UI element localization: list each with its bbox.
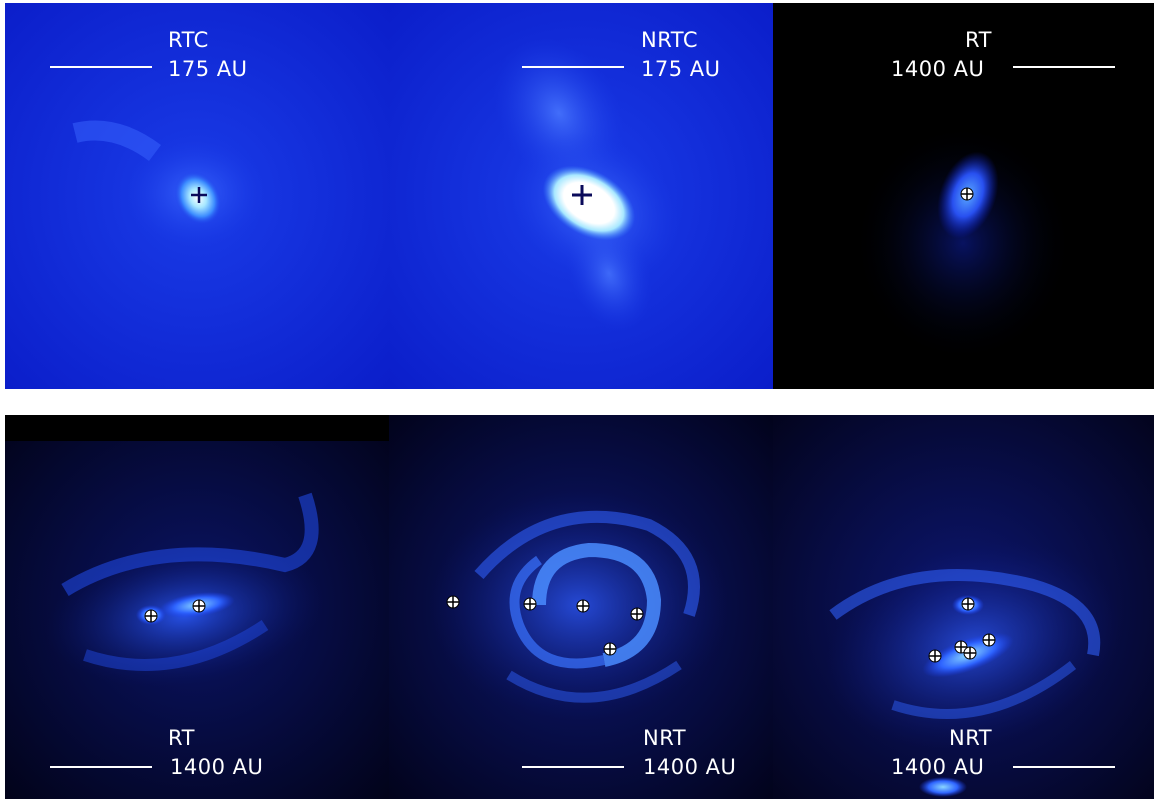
panel-rt-bottom: RT 1400 AU	[5, 415, 389, 799]
panel-rt-top: RT 1400 AU	[773, 3, 1154, 389]
scale-bar	[50, 766, 152, 768]
panel-rt-bottom-image	[5, 415, 389, 799]
panel-nrt-right: NRT 1400 AU	[773, 415, 1154, 799]
panel-label: RTC	[168, 28, 209, 52]
panel-nrt-middle: NRT 1400 AU	[389, 415, 773, 799]
sink-particle-marker	[630, 607, 644, 621]
scale-label: 1400 AU	[643, 755, 737, 779]
scale-bar	[1013, 66, 1115, 68]
panel-rt-top-markers	[960, 187, 974, 201]
panel-nrtc-image	[389, 3, 773, 389]
scale-label: 1400 AU	[170, 755, 264, 779]
panel-label: NRT	[643, 726, 687, 750]
scale-bar	[50, 66, 152, 68]
scale-bar	[522, 766, 624, 768]
sink-particle-marker	[954, 640, 968, 654]
panel-rtc-markers	[191, 187, 207, 203]
sink-particle-marker	[576, 599, 590, 613]
panel-nrtc: NRTC 175 AU	[389, 3, 773, 389]
sink-particle-marker	[191, 187, 207, 203]
panel-label: RT	[168, 726, 195, 750]
scale-label: 175 AU	[641, 57, 721, 81]
sink-particle-marker	[961, 597, 975, 611]
panel-rt-bottom-markers	[144, 599, 206, 623]
sink-particle-marker	[982, 633, 996, 647]
panel-rtc: RTC 175 AU	[5, 3, 389, 389]
sink-particle-marker	[960, 187, 974, 201]
panel-nrt-right-markers	[928, 597, 996, 663]
sink-particle-marker	[963, 646, 977, 660]
sink-particle-marker	[144, 609, 158, 623]
panel-label: NRT	[949, 726, 993, 750]
panel-nrt-middle-markers	[446, 595, 644, 656]
panel-rtc-image	[5, 3, 389, 389]
sink-particle-marker	[446, 595, 460, 609]
sink-particle-marker	[523, 597, 537, 611]
scale-label: 175 AU	[168, 57, 248, 81]
sink-particle-marker	[572, 185, 592, 205]
scale-label: 1400 AU	[891, 57, 985, 81]
sink-particle-marker	[603, 642, 617, 656]
panel-label: NRTC	[641, 28, 699, 52]
panel-nrtc-markers	[572, 185, 592, 205]
panel-label: RT	[965, 28, 992, 52]
scale-bar	[1013, 766, 1115, 768]
scale-label: 1400 AU	[891, 755, 985, 779]
sink-particle-marker	[928, 649, 942, 663]
scale-bar	[522, 66, 624, 68]
sink-particle-marker	[192, 599, 206, 613]
